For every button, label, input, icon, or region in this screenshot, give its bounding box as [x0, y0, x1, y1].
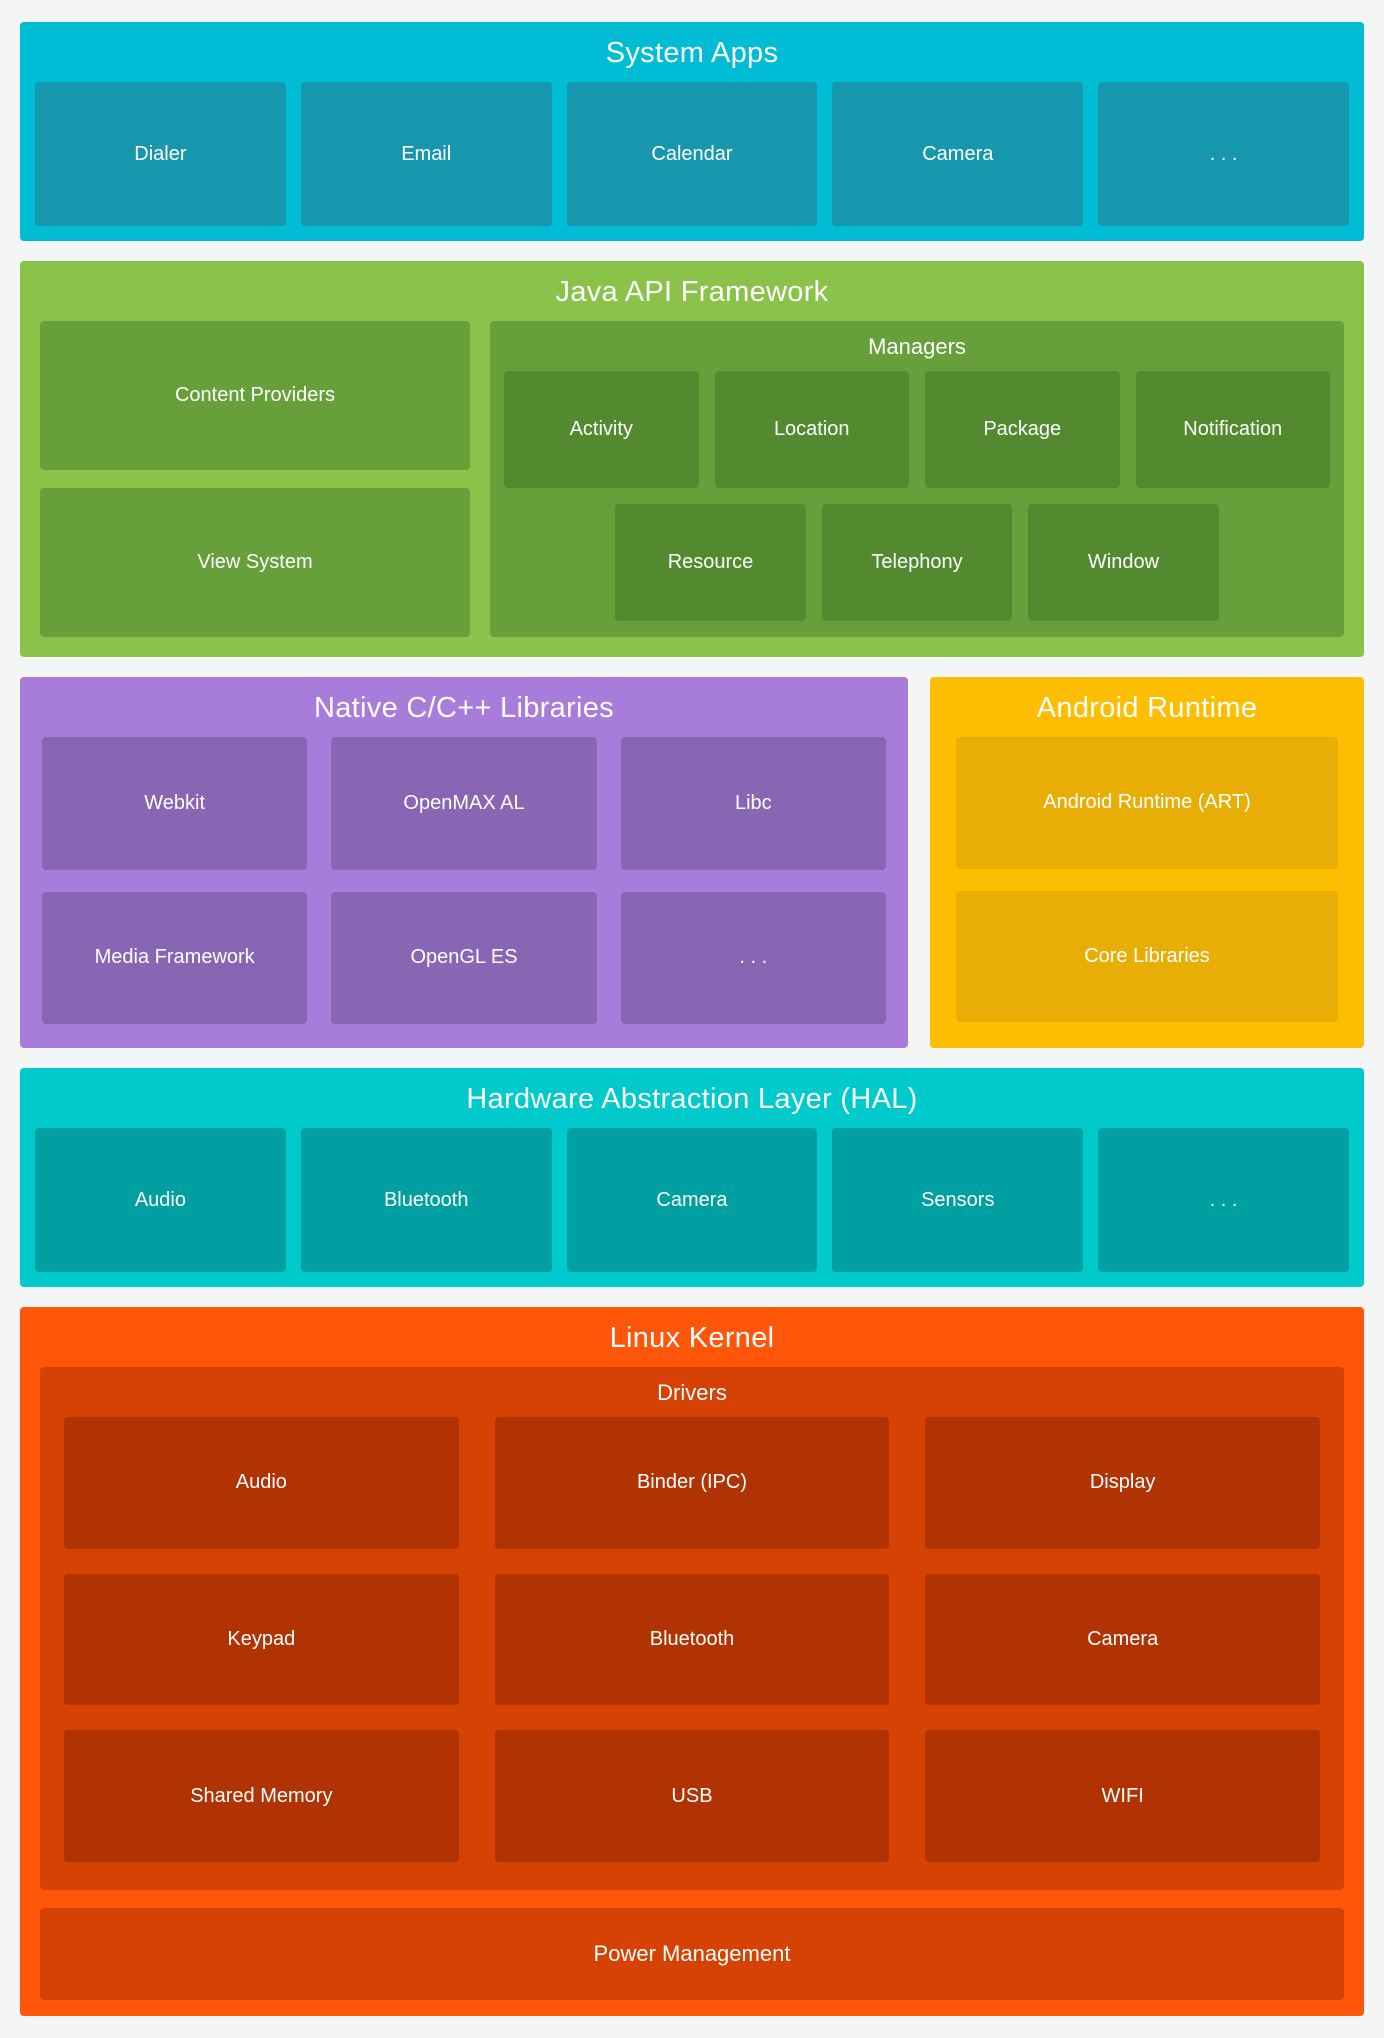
android-runtime-section: Android Runtime Android Runtime (ART) Co… — [930, 677, 1364, 1048]
java-api-body: Content Providers View System Managers A… — [20, 321, 1364, 657]
hal-row: Audio Bluetooth Camera Sensors . . . — [20, 1128, 1364, 1287]
managers-rows: Activity Location Package Notification R… — [490, 371, 1344, 637]
bluetooth-hal-box: Bluetooth — [300, 1128, 552, 1272]
activity-manager-box: Activity — [504, 371, 699, 488]
webkit-box: Webkit — [42, 737, 308, 870]
managers-title: Managers — [868, 334, 966, 359]
binder-ipc-driver-box: Binder (IPC) — [494, 1417, 890, 1549]
email-box: Email — [300, 82, 552, 226]
java-left-column: Content Providers View System — [40, 321, 470, 637]
bluetooth-driver-box: Bluetooth — [494, 1573, 890, 1706]
display-driver-box: Display — [925, 1417, 1320, 1549]
system-apps-section: System Apps Dialer Email Calendar Camera… — [20, 22, 1364, 241]
usb-driver-box: USB — [494, 1730, 890, 1862]
java-api-framework-section: Java API Framework Content Providers Vie… — [20, 261, 1364, 657]
wifi-driver-box: WIFI — [925, 1730, 1320, 1862]
telephony-manager-box: Telephony — [821, 504, 1013, 621]
android-runtime-title: Android Runtime — [1036, 692, 1258, 724]
audio-driver-box: Audio — [64, 1417, 459, 1549]
camera-hal-box: Camera — [566, 1128, 818, 1272]
hal-section: Hardware Abstraction Layer (HAL) Audio B… — [20, 1068, 1364, 1287]
resource-manager-box: Resource — [615, 504, 806, 621]
keypad-driver-box: Keypad — [64, 1573, 459, 1706]
drivers-grid: Audio Binder (IPC) Display Keypad Blueto… — [40, 1417, 1344, 1890]
linux-kernel-title: Linux Kernel — [609, 1322, 775, 1354]
opengl-es-box: OpenGL ES — [331, 891, 597, 1024]
managers-row-1: Activity Location Package Notification — [504, 371, 1330, 488]
location-manager-box: Location — [714, 371, 909, 488]
package-manager-box: Package — [925, 371, 1120, 488]
drivers-container: Drivers Audio Binder (IPC) Display Keypa… — [40, 1367, 1344, 1890]
shared-memory-driver-box: Shared Memory — [64, 1730, 459, 1862]
libc-box: Libc — [620, 737, 886, 870]
camera-driver-box: Camera — [925, 1573, 1320, 1706]
more-hal-box: . . . — [1098, 1128, 1349, 1272]
managers-container: Managers Activity Location Package Notif… — [490, 321, 1344, 637]
calendar-box: Calendar — [566, 82, 818, 226]
java-api-framework-title: Java API Framework — [555, 276, 829, 308]
hal-title: Hardware Abstraction Layer (HAL) — [466, 1083, 918, 1115]
media-framework-box: Media Framework — [42, 891, 308, 1024]
more-apps-box: . . . — [1098, 82, 1349, 226]
more-libraries-box: . . . — [620, 891, 886, 1024]
native-libraries-title: Native C/C++ Libraries — [314, 692, 614, 724]
drivers-title: Drivers — [657, 1380, 727, 1405]
window-manager-box: Window — [1028, 504, 1219, 621]
audio-hal-box: Audio — [35, 1128, 286, 1272]
libraries-runtime-row: Native C/C++ Libraries Webkit OpenMAX AL… — [20, 677, 1364, 1048]
native-libraries-section: Native C/C++ Libraries Webkit OpenMAX AL… — [20, 677, 908, 1048]
system-apps-title: System Apps — [605, 37, 779, 69]
camera-app-box: Camera — [832, 82, 1084, 226]
view-system-box: View System — [40, 488, 470, 637]
managers-row-2: Resource Telephony Window — [504, 504, 1330, 621]
art-box: Android Runtime (ART) — [956, 737, 1338, 869]
power-management-box: Power Management — [40, 1908, 1344, 2000]
native-libraries-grid: Webkit OpenMAX AL Libc Media Framework O… — [20, 737, 908, 1048]
system-apps-row: Dialer Email Calendar Camera . . . — [20, 82, 1364, 241]
core-libraries-box: Core Libraries — [956, 890, 1338, 1022]
content-providers-box: Content Providers — [40, 321, 470, 470]
openmax-al-box: OpenMAX AL — [331, 737, 597, 870]
linux-kernel-section: Linux Kernel Drivers Audio Binder (IPC) … — [20, 1307, 1364, 2016]
sensors-hal-box: Sensors — [832, 1128, 1084, 1272]
android-runtime-boxes: Android Runtime (ART) Core Libraries — [930, 737, 1364, 1048]
notification-manager-box: Notification — [1135, 371, 1330, 488]
dialer-box: Dialer — [35, 82, 286, 226]
